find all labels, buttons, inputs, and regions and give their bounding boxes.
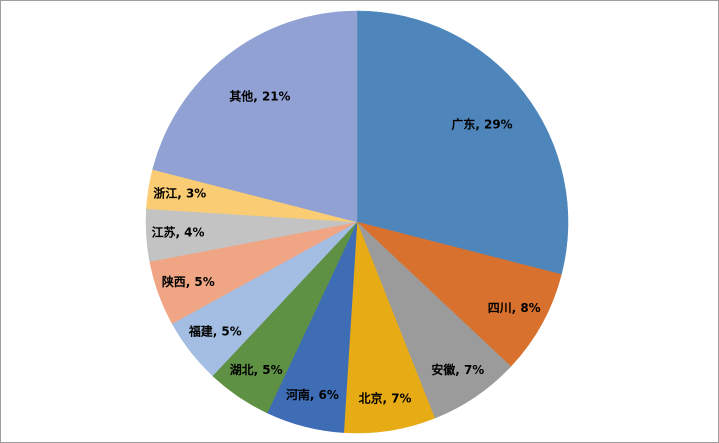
slice-label-河南: 河南, 6%	[286, 387, 339, 402]
slice-label-安徽: 安徽, 7%	[431, 362, 484, 377]
slice-label-江苏: 江苏, 4%	[152, 225, 205, 240]
pie-slice-其他	[152, 10, 358, 223]
slice-label-四川: 四川, 8%	[488, 301, 541, 315]
slice-label-其他: 其他, 21%	[229, 88, 290, 103]
slice-label-湖北: 湖北, 5%	[230, 362, 283, 377]
slice-label-福建: 福建, 5%	[188, 323, 242, 338]
slice-label-陕西: 陕西, 5%	[162, 274, 215, 289]
slice-label-浙江: 浙江, 3%	[153, 185, 206, 200]
slice-label-北京: 北京, 7%	[359, 391, 412, 406]
pie-slice-四川	[356, 221, 562, 367]
slice-label-广东: 广东, 29%	[451, 116, 512, 131]
pie-slice-广东	[356, 10, 569, 275]
